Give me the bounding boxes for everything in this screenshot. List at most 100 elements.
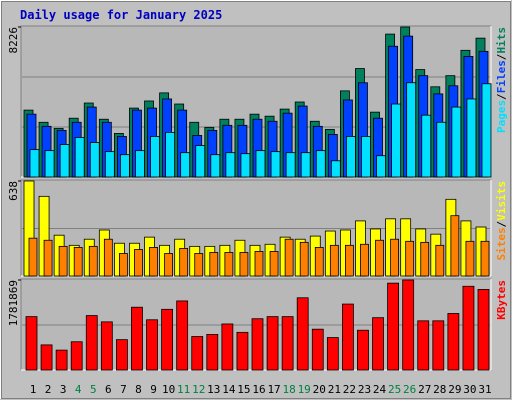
bar <box>341 303 354 371</box>
bar <box>29 149 40 178</box>
bar <box>465 240 475 277</box>
bar <box>131 306 143 371</box>
x-tick-label: 29 <box>448 383 461 396</box>
bar <box>315 150 326 178</box>
bar <box>391 103 402 178</box>
bar <box>420 241 430 277</box>
x-tick-label: 5 <box>90 383 97 396</box>
bar <box>281 316 294 371</box>
bar <box>150 136 160 178</box>
legend: KBytes <box>495 280 508 320</box>
bar <box>330 160 341 178</box>
bar <box>299 241 309 277</box>
bar <box>74 137 85 178</box>
bar <box>180 152 191 178</box>
x-tick-label: 19 <box>298 383 311 396</box>
bar <box>194 253 204 277</box>
bar <box>251 318 264 371</box>
bar <box>314 247 324 277</box>
bar <box>28 237 38 277</box>
bar <box>134 249 143 277</box>
legend-separator: / <box>495 54 508 61</box>
bar <box>73 247 83 277</box>
bar <box>450 215 460 277</box>
x-tick-label: 6 <box>105 383 112 396</box>
x-tick-label: 3 <box>60 383 67 396</box>
bar <box>236 331 249 371</box>
bar <box>179 248 189 277</box>
bar <box>120 154 130 178</box>
bar <box>209 252 219 277</box>
x-tick-label: 17 <box>267 383 280 396</box>
bar <box>224 252 234 277</box>
legend-separator: / <box>495 93 508 100</box>
y-tick-label: 8226 <box>7 27 20 54</box>
bar <box>402 279 415 371</box>
bar <box>477 289 490 371</box>
bar <box>481 83 492 178</box>
bar <box>284 238 294 277</box>
bar <box>462 285 475 371</box>
x-tick-label: 23 <box>358 383 371 396</box>
bar <box>451 106 462 178</box>
bar <box>436 121 447 178</box>
x-tick-label: 25 <box>388 383 401 396</box>
bar <box>390 238 400 277</box>
x-tick-label: 27 <box>418 383 431 396</box>
legend: Pages/Files/Hits <box>495 27 508 133</box>
x-tick-label: 16 <box>252 383 265 396</box>
bar <box>357 329 369 371</box>
x-tick-label: 8 <box>135 383 142 396</box>
x-tick-label: 12 <box>192 383 205 396</box>
x-tick-label: 15 <box>237 383 250 396</box>
bar <box>164 253 174 277</box>
bar <box>300 152 311 178</box>
bar <box>417 320 430 371</box>
y-tick-label: 638 <box>7 181 20 201</box>
bar <box>161 308 174 371</box>
bar <box>435 244 445 277</box>
bar <box>119 253 128 277</box>
bar <box>326 337 339 371</box>
bar <box>311 328 324 371</box>
bar <box>43 239 53 277</box>
x-tick-label: 31 <box>478 383 491 396</box>
bar <box>405 240 415 277</box>
bar <box>254 251 264 277</box>
bar <box>225 152 236 178</box>
legend-entry: Visits <box>495 181 508 221</box>
x-tick-label: 13 <box>207 383 220 396</box>
bar <box>176 300 189 371</box>
y-tick-label: 1781869 <box>7 280 20 326</box>
x-tick-label: 11 <box>177 383 190 396</box>
bar <box>44 150 55 178</box>
bar <box>89 142 100 178</box>
x-tick-label: 18 <box>283 383 296 396</box>
x-tick-label: 28 <box>433 383 446 396</box>
bar <box>372 317 384 371</box>
x-tick-label: 1 <box>30 383 37 396</box>
x-tick-label: 7 <box>120 383 127 396</box>
bar <box>165 131 176 178</box>
bar <box>239 252 249 277</box>
bar <box>375 239 384 277</box>
legend-entry: Files <box>495 60 508 93</box>
bar <box>85 315 98 371</box>
x-tick-label: 30 <box>463 383 476 396</box>
bar <box>466 98 477 178</box>
x-tick-label: 24 <box>373 383 387 396</box>
x-tick-label: 10 <box>162 383 175 396</box>
bar <box>270 151 281 178</box>
bar <box>149 247 158 277</box>
x-tick-label: 26 <box>403 383 416 396</box>
bar <box>387 282 400 371</box>
bar <box>447 313 460 371</box>
bar <box>240 153 251 178</box>
bar <box>25 316 38 371</box>
bar <box>432 320 445 371</box>
bar <box>269 251 279 277</box>
legend: Sites/Visits <box>495 181 508 261</box>
bar <box>55 349 68 371</box>
